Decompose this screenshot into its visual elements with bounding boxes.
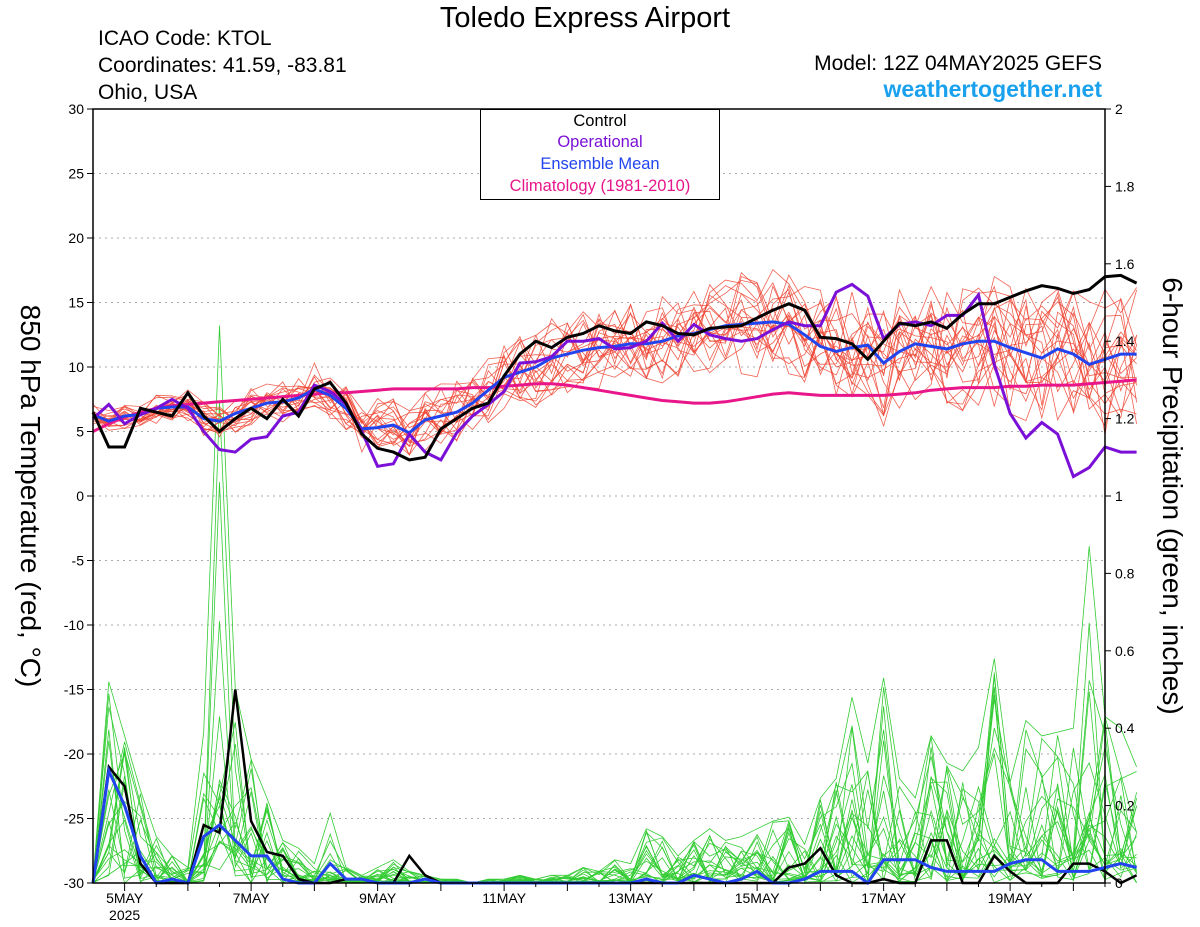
y-tick-label-left: 20 [68,230,84,246]
x-tick-label: 7MAY [233,890,271,906]
legend-item-ensemble-mean: Ensemble Mean [540,155,660,173]
ensemble-mean-temp-line [92,320,1137,435]
x-tick-label: 15MAY [735,890,781,906]
legend-item-operational: Operational [557,133,643,151]
y-tick-label-left: -15 [64,682,84,698]
y-tick-label-left: 30 [68,101,84,117]
y-tick-label-right: 1 [1115,488,1123,504]
model-run: Model: 12Z 04MAY2025 GEFS [814,52,1102,75]
y-tick-label-left: 0 [76,488,84,504]
y-tick-label-right: 0.6 [1115,643,1135,659]
temp-member-line [92,290,1137,456]
y-tick-label-right: 0.4 [1115,720,1135,736]
precip-member-line [92,691,1137,884]
precip-member-line [92,401,1137,884]
region: Ohio, USA [98,81,198,104]
temp-member-line [92,279,1137,432]
grid [93,173,1105,819]
legend: Control Operational Ensemble Mean Climat… [480,109,720,200]
temp-member-line [92,285,1137,456]
y-tick-label-right: 0.8 [1115,565,1135,581]
x-tick-label: 13MAY [608,890,654,906]
y-tick-label-left: 5 [76,424,84,440]
temp-member-line [92,271,1137,438]
precip-members [92,325,1137,885]
y-tick-label-right: 1.2 [1115,411,1135,427]
y-tick-label-left: 25 [68,166,84,182]
y-tick-label-left: -20 [64,746,84,762]
y-tick-label-right: 0.2 [1115,798,1135,814]
icao-code: ICAO Code: KTOL [98,27,272,50]
control-temp-line [91,273,1138,462]
temp-member-line [92,268,1137,454]
x-tick-label: 9MAY [359,890,397,906]
series [91,273,1138,886]
y-tick-label-left: 15 [68,295,84,311]
temp-member-line [92,292,1137,438]
precip-member-max-line [92,325,1137,884]
legend-item-climatology: Climatology (1981-2010) [509,177,691,195]
x-tick-label: 19MAY [988,890,1034,906]
precip-member-line [92,694,1137,884]
y-tick-label-right: 1.6 [1115,256,1135,272]
y-tick-label-left: 10 [68,359,84,375]
precip-member-line [92,687,1137,884]
y-tick-label-left: -25 [64,811,84,827]
x-tick-label: 5MAY [106,890,144,906]
temp-member-line [92,303,1137,439]
climatology-line [92,378,1137,433]
y-tick-label-right: 0 [1115,875,1123,891]
y-tick-label-left: -10 [64,617,84,633]
operational-temp-line [91,282,1137,479]
y-tick-label-right: 1.4 [1115,333,1135,349]
x-tick-label: 11MAY [482,890,526,906]
chart-title: Toledo Express Airport [439,2,731,34]
temp-member-line [92,298,1137,438]
y-tick-label-right: 2 [1115,101,1123,117]
temp-member-line [92,288,1137,448]
coordinates: Coordinates: 41.59, -83.81 [98,54,347,77]
y-tick-label-right: 1.8 [1115,178,1135,194]
axes: 302520151050-5-10-15-20-25-3021.81.61.41… [64,101,1135,923]
temp-member-line [92,283,1137,443]
temp-member-line [92,288,1137,447]
y-tick-label-left: -30 [64,875,84,891]
brand-link[interactable]: weathertogether.net [883,76,1102,102]
precip-member-line [92,686,1137,884]
x-year-label: 2025 [109,907,140,923]
x-tick-label: 17MAY [861,890,907,906]
y-tick-label-left: -5 [72,553,85,569]
legend-item-control: Control [573,112,627,130]
